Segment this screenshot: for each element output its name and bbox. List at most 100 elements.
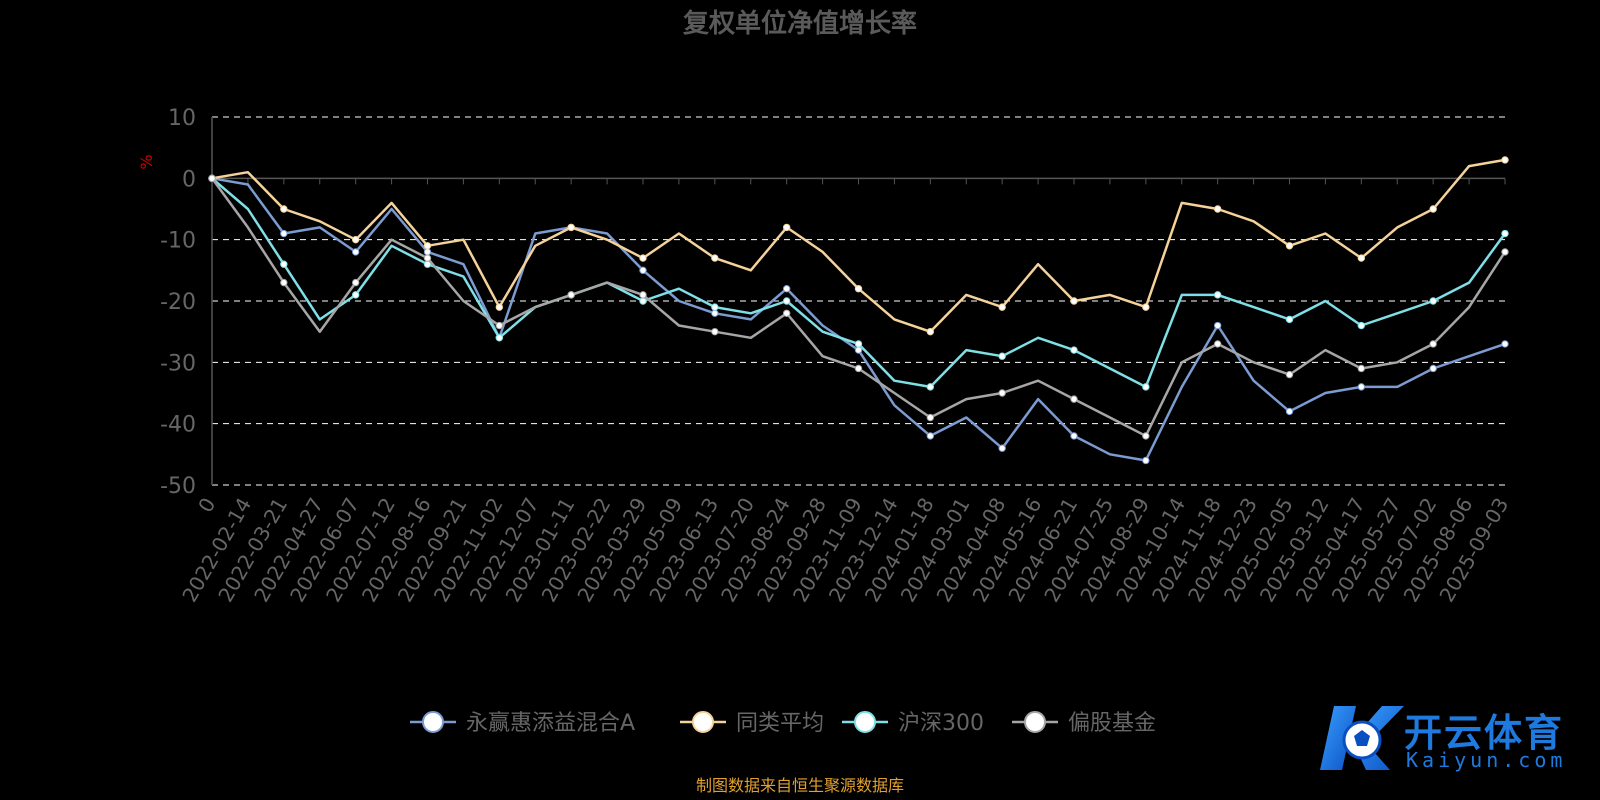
legend-label: 偏股基金 <box>1068 711 1156 736</box>
data-point <box>1213 205 1222 213</box>
data-point <box>639 291 647 299</box>
data-point <box>711 309 719 317</box>
data-point <box>711 254 719 262</box>
series-lines <box>208 156 1509 465</box>
legend-item[interactable]: 沪深300 <box>842 711 984 736</box>
data-point <box>998 389 1006 397</box>
data-point <box>1501 156 1509 164</box>
data-point <box>639 254 647 262</box>
data-point <box>1213 340 1222 348</box>
legend[interactable]: 永赢惠添益混合A 同类平均 沪深300 偏股基金 <box>410 711 1156 736</box>
data-point <box>782 309 791 317</box>
data-point <box>280 278 288 287</box>
data-point <box>854 340 863 348</box>
legend-label: 沪深300 <box>898 711 984 736</box>
y-tick-label: 10 <box>168 106 196 131</box>
x-axis-ticks: 02022-02-142022-03-212022-04-272022-06-0… <box>177 178 1513 606</box>
y-tick-label: -20 <box>160 290 196 315</box>
data-point <box>926 413 935 422</box>
watermark-brand: 开云体育 <box>1404 711 1565 755</box>
data-point <box>351 235 360 244</box>
y-tick-label: 0 <box>182 167 196 192</box>
data-point <box>782 285 791 293</box>
legend-marker <box>422 711 444 733</box>
data-point <box>926 383 935 391</box>
legend-item[interactable]: 偏股基金 <box>1012 711 1156 736</box>
data-point <box>1501 248 1509 256</box>
data-point <box>1501 229 1509 238</box>
data-point <box>1070 432 1078 440</box>
legend-marker <box>854 711 876 733</box>
x-tick-label: 0 <box>193 494 220 517</box>
source-note: 制图数据来自恒生聚源数据库 <box>696 776 904 795</box>
grid-lines <box>211 116 1505 486</box>
y-tick-label: -40 <box>160 413 196 438</box>
data-point <box>1285 407 1294 416</box>
data-point <box>926 327 935 336</box>
data-point <box>998 444 1006 452</box>
series-line <box>211 177 1507 389</box>
data-point <box>1070 395 1078 403</box>
data-point <box>1142 303 1150 311</box>
data-point <box>423 248 432 256</box>
data-point <box>567 223 575 232</box>
data-point <box>639 297 647 305</box>
data-point <box>1070 346 1078 354</box>
data-point <box>351 278 360 287</box>
data-point <box>1501 340 1509 348</box>
data-point <box>351 248 360 256</box>
data-point <box>926 432 935 440</box>
data-point <box>1429 205 1437 213</box>
data-point <box>423 242 432 250</box>
y-tick-label: -50 <box>160 474 196 499</box>
data-point <box>567 291 575 299</box>
data-point <box>1213 321 1222 330</box>
data-point <box>423 254 432 262</box>
data-point <box>1285 370 1294 379</box>
y-axis-label: % <box>137 154 156 169</box>
legend-item[interactable]: 永赢惠添益混合A <box>410 711 635 736</box>
data-point <box>1357 254 1366 262</box>
data-point <box>1142 383 1150 391</box>
legend-item[interactable]: 同类平均 <box>680 711 824 736</box>
data-point <box>495 321 504 330</box>
legend-label: 同类平均 <box>736 711 824 736</box>
data-point <box>1429 340 1437 348</box>
data-point <box>711 303 719 311</box>
watermark-logo: 开云体育 Kaiyun.com <box>1312 700 1592 792</box>
y-tick-label: -10 <box>160 229 196 254</box>
data-point <box>782 297 791 305</box>
data-point <box>1357 383 1366 391</box>
data-point <box>208 174 216 183</box>
data-point <box>495 334 504 342</box>
data-point <box>1429 364 1437 373</box>
y-tick-label: -30 <box>160 351 196 376</box>
data-point <box>854 364 863 373</box>
data-point <box>1285 242 1294 250</box>
data-point <box>998 303 1006 311</box>
data-point <box>495 303 504 311</box>
legend-marker <box>692 711 714 733</box>
legend-marker <box>1024 711 1046 733</box>
data-point <box>1357 364 1366 373</box>
data-point <box>711 327 719 336</box>
data-point <box>1285 315 1294 324</box>
data-point <box>854 285 863 293</box>
data-point <box>782 223 791 232</box>
chart-title: 复权单位净值增长率 <box>683 8 917 39</box>
data-point <box>1429 297 1437 305</box>
legend-label: 永赢惠添益混合A <box>466 711 635 736</box>
data-point <box>280 205 288 213</box>
data-point <box>351 291 360 299</box>
data-point <box>1357 321 1366 330</box>
watermark-url: Kaiyun.com <box>1406 748 1567 772</box>
y-axis-ticks: 10 0 -10 -20 -30 -40 -50 <box>160 106 196 499</box>
data-point <box>1142 456 1150 465</box>
data-point <box>998 352 1006 360</box>
data-point <box>280 229 288 238</box>
data-point <box>1213 291 1222 299</box>
data-point <box>280 260 288 268</box>
data-point <box>1070 297 1078 305</box>
data-point <box>639 266 647 275</box>
